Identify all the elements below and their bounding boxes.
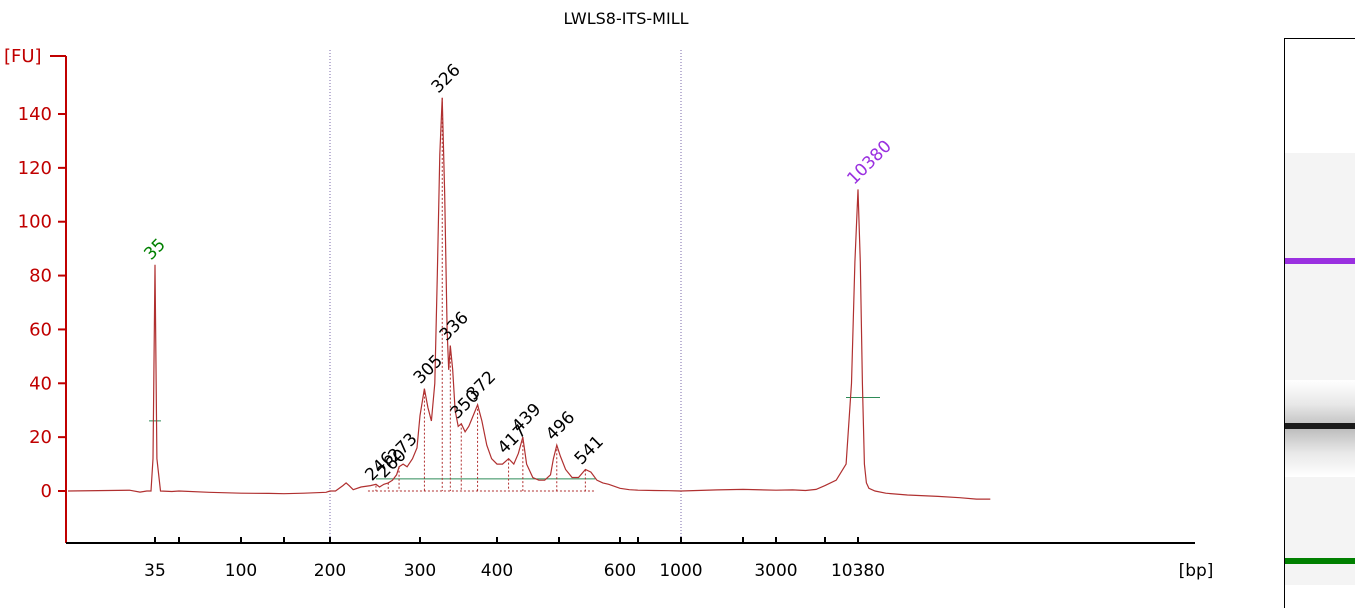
x-tick-label: 400 xyxy=(481,561,513,581)
x-tick-label: 35 xyxy=(144,561,166,581)
y-tick-label: 60 xyxy=(29,319,52,340)
upper-marker-band xyxy=(1285,257,1355,264)
peak-baselines xyxy=(149,97,880,492)
trace-layer xyxy=(67,97,991,500)
y-tick-label: 40 xyxy=(29,373,52,394)
y-tick-label: 80 xyxy=(29,266,52,287)
x-tick-label: 100 xyxy=(225,561,257,581)
peak-label-326: 326 xyxy=(428,60,465,97)
y-tick-label: 20 xyxy=(29,427,52,448)
x-tick-label: 200 xyxy=(314,561,346,581)
peak-label-336: 336 xyxy=(436,308,473,345)
x-tick-label: 600 xyxy=(604,561,636,581)
sample-band xyxy=(1285,422,1355,429)
vertical-markers xyxy=(329,50,682,543)
y-tick-label: 100 xyxy=(18,212,52,233)
y-tick-label: 120 xyxy=(18,158,52,179)
peak-labels: 3524626027330532633635037241743949654110… xyxy=(140,60,895,485)
x-tick-label: 3000 xyxy=(754,561,797,581)
lower-marker-band xyxy=(1285,557,1355,564)
axes: [FU] 0 20 40 60 80 100 120 140 35 100 200 300 400 600 1… xyxy=(4,46,1213,581)
y-axis-label: [FU] xyxy=(4,46,42,67)
peak-label-541: 541 xyxy=(571,432,608,469)
peak-label-10380: 10380 xyxy=(843,137,895,189)
chart-title: LWLS8-ITS-MILL xyxy=(563,9,688,28)
electropherogram-chart: LWLS8-ITS-MILL [FU] 0 20 40 60 80 100 120 140 35 1… xyxy=(4,9,1213,581)
x-axis-label: [bp] xyxy=(1179,561,1214,581)
x-tick-label: 10380 xyxy=(831,561,885,581)
x-tick-label: 1000 xyxy=(659,561,702,581)
peak-label-35: 35 xyxy=(140,235,169,264)
peak-label-305: 305 xyxy=(410,351,447,388)
electropherogram-trace xyxy=(67,97,991,500)
y-tick-label: 140 xyxy=(18,104,52,125)
gel-background xyxy=(1285,152,1355,586)
peak-label-496: 496 xyxy=(542,408,579,445)
gel-lane xyxy=(1284,38,1355,608)
y-tick-label: 0 xyxy=(41,481,52,502)
x-tick-label: 300 xyxy=(404,561,436,581)
